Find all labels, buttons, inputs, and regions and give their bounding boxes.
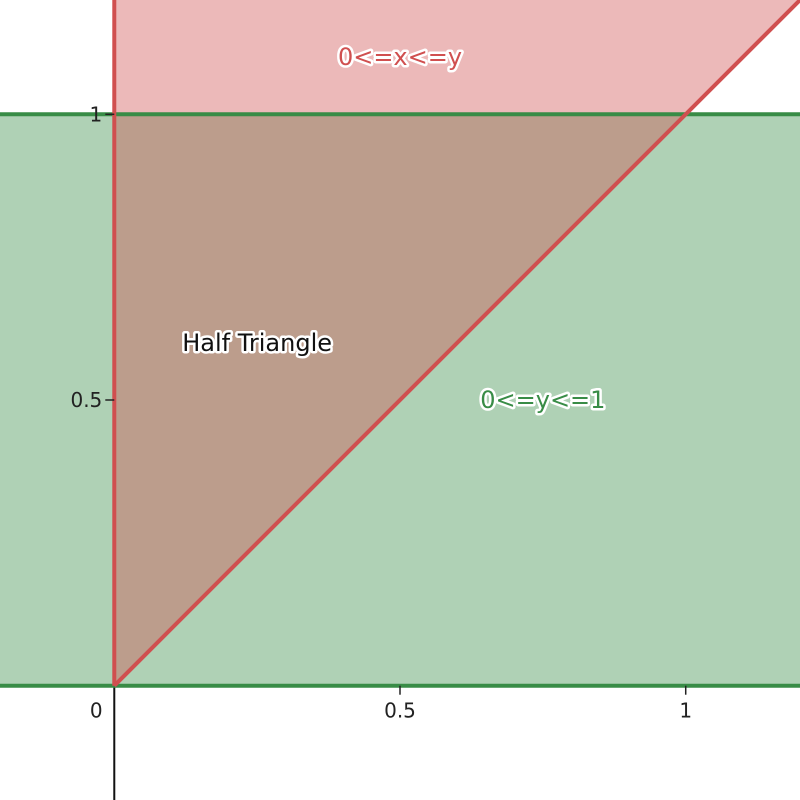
- x-tick-label-1: 0.5: [384, 699, 416, 723]
- region-labels: 0<=x<=y Half Triangle 0<=y<=1: [180, 41, 608, 417]
- y-tick-label-1: 1: [90, 102, 103, 126]
- region-label-0: 0<=x<=y: [338, 43, 462, 71]
- wedge-boundary-diagonal: [112, 0, 800, 688]
- region-label-2: 0<=y<=1: [480, 386, 605, 414]
- y-tick-label-0: 0.5: [70, 388, 102, 412]
- axis-ticks: 0 0.5 1 0.5 1: [70, 102, 692, 722]
- x-tick-label-0: 0: [90, 699, 103, 723]
- region-label-1: Half Triangle: [182, 329, 332, 357]
- region-fills: [0, 0, 800, 686]
- x-tick-label-2: 1: [679, 699, 692, 723]
